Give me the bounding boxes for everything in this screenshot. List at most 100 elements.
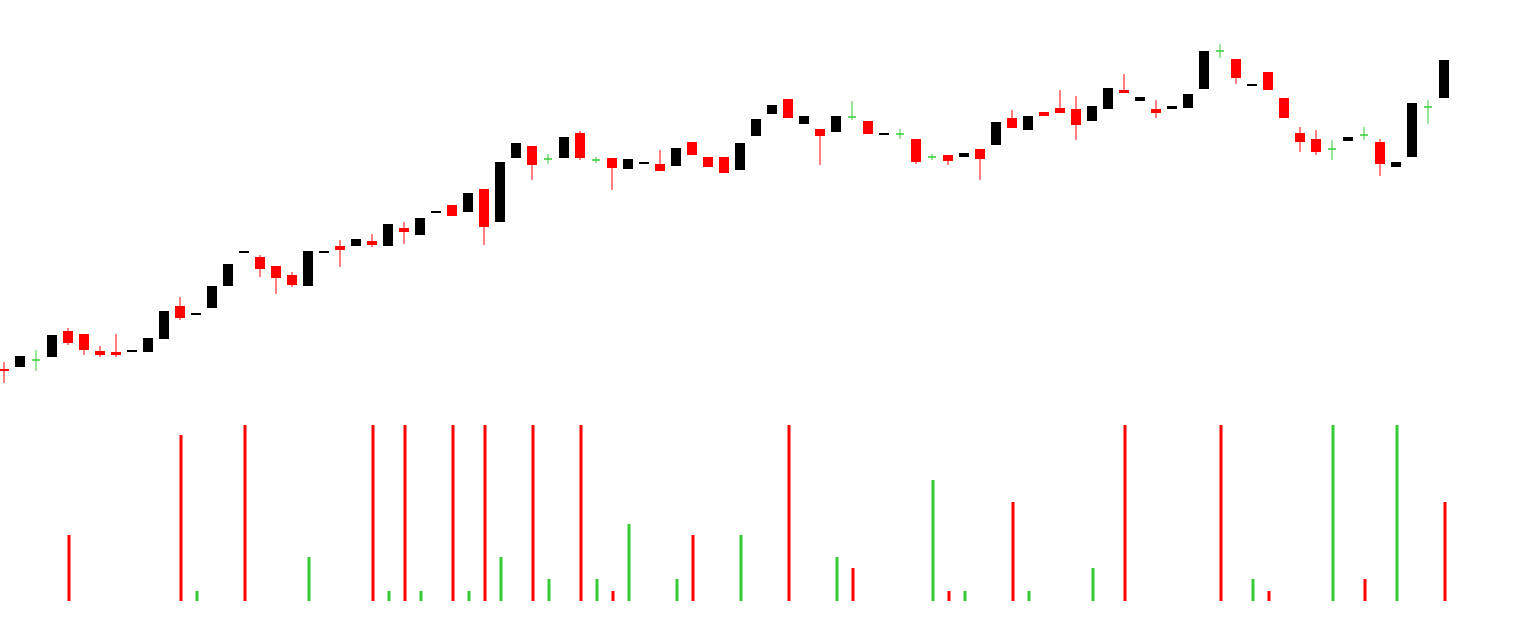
- candle-body: [511, 143, 521, 158]
- candle-body: [559, 137, 569, 158]
- candle-body: [1199, 51, 1209, 89]
- candle-body: [687, 142, 697, 155]
- candle-body: [1375, 142, 1385, 164]
- volume-bar: [67, 535, 71, 601]
- volume-bar: [1123, 425, 1127, 601]
- candle-body: [287, 275, 297, 285]
- volume-bar: [467, 591, 471, 601]
- candle-body: [191, 313, 201, 315]
- volume-bar: [451, 425, 455, 601]
- candle-body: [1151, 109, 1161, 113]
- candle-body: [1295, 133, 1305, 142]
- candle-body: [399, 228, 409, 232]
- candle-body: [271, 266, 281, 278]
- candle-body: [239, 251, 249, 253]
- candle-body: [863, 121, 873, 134]
- candle-body: [1279, 98, 1289, 118]
- candle-body: [351, 239, 361, 246]
- volume-bar: [307, 557, 311, 601]
- candle-body: [1103, 88, 1113, 109]
- candle-body: [479, 189, 489, 227]
- candle-body: [159, 311, 169, 339]
- volume-bar: [787, 425, 791, 601]
- volume-bar: [611, 591, 615, 601]
- candle-body: [47, 335, 57, 357]
- candle-body: [655, 164, 665, 171]
- candle-body: [367, 241, 377, 245]
- candle-body: [1231, 59, 1241, 78]
- candle-body: [1039, 112, 1049, 116]
- volume-bar: [595, 579, 599, 601]
- volume-bar: [403, 425, 407, 601]
- candle-body: [703, 157, 713, 167]
- candle-body: [1167, 106, 1177, 109]
- candle-body: [751, 119, 761, 136]
- candle-body: [719, 157, 729, 173]
- volume-bar: [531, 425, 535, 601]
- candle-body: [623, 159, 633, 169]
- volume-bar: [851, 568, 855, 601]
- volume-bar: [1395, 425, 1399, 601]
- candle-body: [1263, 72, 1273, 90]
- candle-body: [815, 129, 825, 136]
- candle-body: [415, 218, 425, 235]
- volume-bar: [579, 425, 583, 601]
- candle-body: [319, 251, 329, 253]
- candle-body: [143, 338, 153, 352]
- volume-bar: [1011, 502, 1015, 601]
- candle-body: [639, 162, 649, 164]
- candle-body: [1343, 137, 1353, 141]
- volume-bar: [547, 579, 551, 601]
- candle-body: [991, 122, 1001, 145]
- candle-body: [831, 116, 841, 132]
- volume-bar: [499, 557, 503, 601]
- candle-body: [1087, 106, 1097, 121]
- candle-body: [127, 350, 137, 352]
- volume-bar: [1027, 591, 1031, 601]
- candle-body: [1023, 116, 1033, 130]
- candle-body: [383, 224, 393, 246]
- candle-body: [879, 133, 889, 135]
- candle-body: [1311, 139, 1321, 152]
- candle-body: [431, 211, 441, 213]
- volume-bar: [691, 535, 695, 601]
- candle-body: [527, 146, 537, 165]
- volume-bar: [739, 535, 743, 601]
- candle-body: [335, 246, 345, 250]
- candle-body: [95, 351, 105, 355]
- volume-bar: [675, 579, 679, 601]
- candle-body: [1055, 108, 1065, 113]
- candle-body: [1119, 90, 1129, 93]
- candle-body: [1007, 118, 1017, 128]
- volume-bar: [419, 591, 423, 601]
- volume-bar: [243, 425, 247, 601]
- candle-body: [175, 306, 185, 318]
- candle-body: [1407, 103, 1417, 157]
- volume-bar: [1331, 425, 1335, 601]
- candle-body: [783, 99, 793, 118]
- candle-body: [1439, 60, 1449, 98]
- volume-bar: [963, 591, 967, 601]
- volume-bar: [1363, 579, 1367, 601]
- candle-body: [943, 155, 953, 161]
- candle-body: [975, 149, 985, 159]
- candle-body: [799, 116, 809, 124]
- candle-body: [223, 264, 233, 286]
- candle-body: [1391, 162, 1401, 167]
- candle-body: [79, 334, 89, 350]
- candle-body: [911, 139, 921, 162]
- candle-body: [767, 105, 777, 114]
- candle-body: [575, 133, 585, 158]
- candle-body: [463, 193, 473, 212]
- volume-bar: [483, 425, 487, 601]
- candle-body: [255, 257, 265, 269]
- volume-bar: [387, 591, 391, 601]
- volume-bar: [835, 557, 839, 601]
- volume-bar: [1219, 425, 1223, 601]
- candle-body: [15, 356, 25, 367]
- candle-body: [1071, 109, 1081, 125]
- volume-bar: [1251, 579, 1255, 601]
- volume-bar: [195, 591, 199, 601]
- volume-bar: [1267, 591, 1271, 601]
